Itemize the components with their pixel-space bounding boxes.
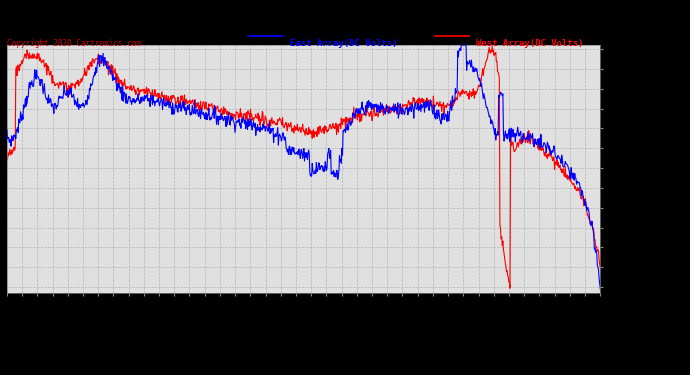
Text: East Array(DC Volts): East Array(DC Volts) — [290, 39, 397, 48]
Text: West Array(DC Volts): West Array(DC Volts) — [476, 39, 584, 48]
Text: East & West Array Voltage Sun Jun 28 20:28: East & West Array Voltage Sun Jun 28 20:… — [128, 21, 480, 34]
Text: Copyright 2020 Cartronics.com: Copyright 2020 Cartronics.com — [7, 39, 141, 48]
